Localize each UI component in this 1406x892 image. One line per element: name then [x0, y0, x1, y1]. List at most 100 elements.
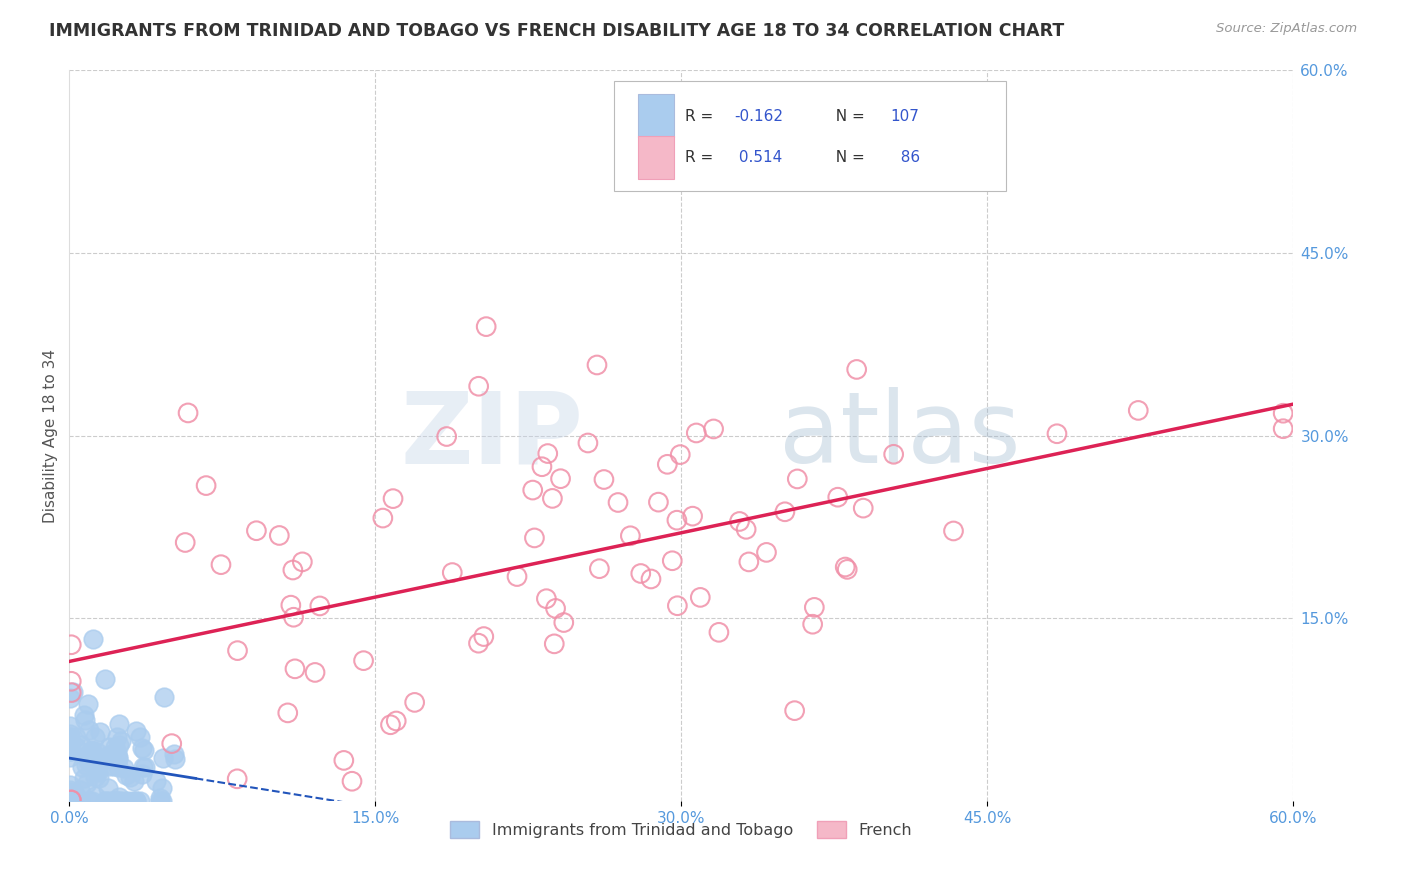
- Point: [132, 760, 155, 774]
- Point: [1046, 426, 1069, 441]
- Point: [308, 599, 330, 613]
- Point: [160, 737, 183, 751]
- Point: [103, 794, 125, 808]
- Point: [382, 491, 405, 506]
- Text: 0.514: 0.514: [734, 150, 782, 165]
- Text: ZIP: ZIP: [401, 387, 583, 484]
- Point: [291, 555, 314, 569]
- Point: [115, 768, 138, 782]
- Point: [269, 528, 291, 542]
- Point: [544, 601, 567, 615]
- Point: [89, 771, 111, 785]
- Text: 107: 107: [890, 109, 920, 124]
- Point: [107, 789, 129, 804]
- Point: [163, 747, 186, 761]
- Point: [59, 785, 82, 799]
- Point: [59, 789, 82, 804]
- Point: [59, 744, 82, 758]
- Point: [523, 531, 546, 545]
- Point: [134, 760, 156, 774]
- Point: [59, 783, 82, 797]
- Point: [91, 752, 114, 766]
- Point: [685, 425, 707, 440]
- Point: [177, 406, 200, 420]
- Point: [530, 459, 553, 474]
- Point: [103, 758, 125, 772]
- Point: [98, 759, 121, 773]
- Point: [73, 772, 96, 786]
- Point: [1272, 422, 1295, 436]
- Point: [883, 447, 905, 461]
- Point: [82, 632, 104, 647]
- Point: [728, 515, 751, 529]
- Point: [152, 781, 174, 796]
- Point: [801, 617, 824, 632]
- Point: [60, 793, 83, 807]
- Point: [607, 495, 630, 509]
- Point: [128, 794, 150, 808]
- Point: [59, 726, 82, 740]
- Point: [467, 379, 489, 393]
- Point: [226, 772, 249, 786]
- Point: [281, 563, 304, 577]
- Point: [86, 745, 108, 759]
- Point: [83, 754, 105, 768]
- Point: [536, 591, 558, 606]
- Y-axis label: Disability Age 18 to 34: Disability Age 18 to 34: [44, 349, 58, 523]
- Point: [98, 747, 121, 762]
- Point: [83, 730, 105, 744]
- Point: [110, 734, 132, 748]
- Point: [333, 753, 356, 767]
- Point: [150, 794, 173, 808]
- Point: [59, 739, 82, 753]
- Point: [59, 744, 82, 758]
- Point: [97, 781, 120, 796]
- Point: [661, 554, 683, 568]
- Point: [80, 794, 103, 808]
- Point: [195, 478, 218, 492]
- Point: [86, 764, 108, 778]
- Point: [640, 572, 662, 586]
- Point: [79, 744, 101, 758]
- Point: [689, 591, 711, 605]
- Point: [108, 794, 131, 808]
- Point: [852, 501, 875, 516]
- Point: [755, 545, 778, 559]
- Point: [90, 755, 112, 769]
- Point: [72, 760, 94, 774]
- Point: [84, 789, 107, 803]
- Point: [131, 767, 153, 781]
- Point: [834, 560, 856, 574]
- Point: [209, 558, 232, 572]
- Point: [80, 742, 103, 756]
- Point: [60, 685, 83, 699]
- Point: [59, 787, 82, 801]
- Point: [280, 598, 302, 612]
- Point: [86, 759, 108, 773]
- Text: -0.162: -0.162: [734, 109, 783, 124]
- Text: N =: N =: [825, 150, 869, 165]
- Point: [117, 794, 139, 808]
- Text: Source: ZipAtlas.com: Source: ZipAtlas.com: [1216, 22, 1357, 36]
- Point: [385, 714, 408, 728]
- Point: [803, 600, 825, 615]
- Point: [75, 758, 97, 772]
- Point: [827, 490, 849, 504]
- Point: [472, 630, 495, 644]
- Point: [87, 764, 110, 779]
- Point: [703, 422, 725, 436]
- Point: [550, 472, 572, 486]
- FancyBboxPatch shape: [614, 81, 1005, 191]
- Point: [107, 749, 129, 764]
- Point: [537, 446, 560, 460]
- Point: [226, 643, 249, 657]
- Point: [132, 743, 155, 757]
- Point: [94, 794, 117, 808]
- Point: [59, 794, 82, 808]
- Point: [94, 794, 117, 808]
- Point: [86, 760, 108, 774]
- Point: [75, 714, 97, 728]
- Point: [152, 751, 174, 765]
- Point: [666, 599, 689, 613]
- Point: [122, 774, 145, 789]
